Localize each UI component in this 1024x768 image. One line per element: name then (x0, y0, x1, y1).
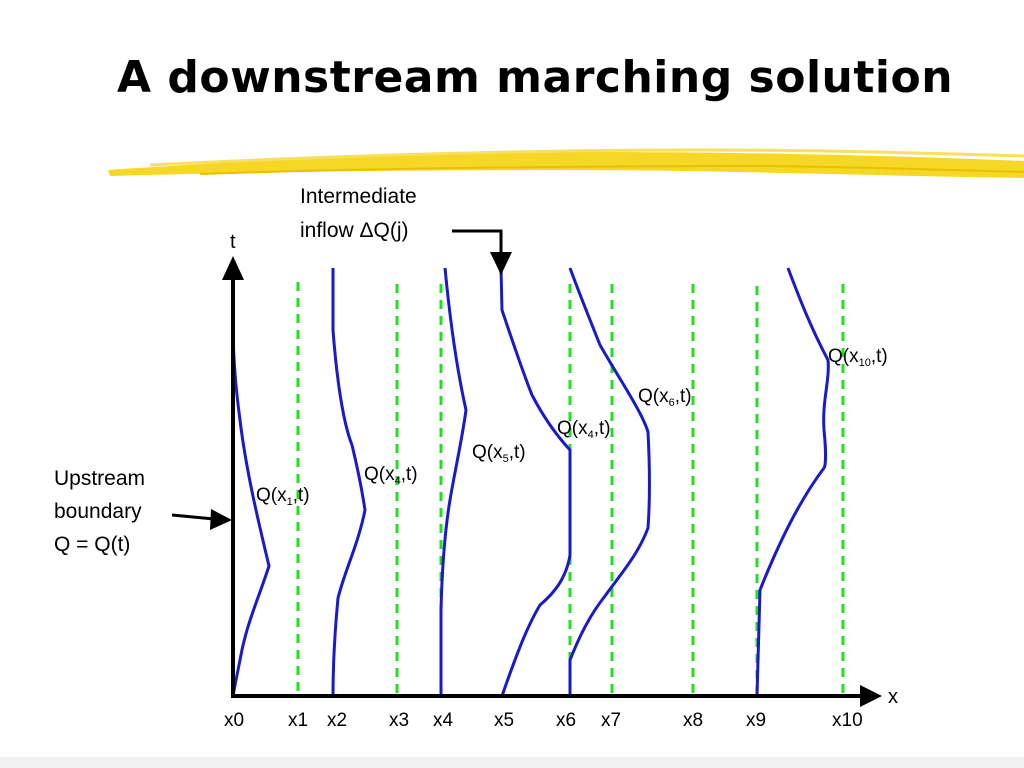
slide-title: A downstream marching solution (116, 52, 954, 103)
upstream-line3: Q = Q(t) (54, 533, 130, 556)
curve-labels: Q(x1,t) Q(x4,t) Q(x5,t) Q(x4,t) Q(x6,t) … (256, 346, 888, 508)
axes (231, 278, 862, 698)
tick-label-x0: x0 (224, 710, 244, 731)
curve-x2 (331, 268, 367, 697)
upstream-boundary-arrow (171, 513, 215, 521)
tick-label-x1: x1 (288, 710, 308, 731)
intermediate-inflow-arrowhead (490, 252, 512, 275)
footer-bar (0, 757, 1024, 768)
intermediate-inflow-line2: inflow ΔQ(j) (300, 219, 409, 242)
tick-label-x5: x5 (494, 710, 514, 731)
tick-label-x2: x2 (327, 710, 347, 731)
intermediate-inflow-line1: Intermediate (300, 185, 417, 208)
upstream-line1: Upstream (54, 467, 145, 490)
x-axis-label: x (888, 686, 898, 708)
curve-label-q-x10: Q(x10,t) (828, 346, 888, 369)
tick-label-x7: x7 (601, 710, 621, 731)
tick-label-x6: x6 (556, 710, 576, 731)
title-underline-highlight (108, 148, 1024, 178)
hydrograph-curves (231, 267, 830, 697)
curve-label-q-x4-right: Q(x4,t) (557, 418, 611, 441)
t-axis-label: t (230, 231, 236, 253)
curve-x0 (231, 324, 271, 697)
curve-x6 (568, 267, 651, 696)
x-tick-labels: x0 x1 x2 x3 x4 x5 x6 x7 x8 x9 x10 (224, 710, 863, 731)
upstream-line2: boundary (54, 500, 142, 523)
curve-x4 (439, 267, 468, 696)
t-axis-arrowhead (222, 256, 244, 280)
curve-x9 (755, 267, 830, 697)
green-gridlines (296, 282, 845, 696)
curve-label-q-x1: Q(x1,t) (256, 485, 310, 508)
intermediate-inflow-arrow (452, 229, 503, 255)
upstream-boundary-arrowhead (210, 509, 232, 530)
tick-label-x4: x4 (433, 710, 454, 731)
x-axis-arrowhead (860, 685, 882, 707)
tick-label-x8: x8 (683, 710, 703, 731)
tick-label-x10: x10 (832, 710, 863, 731)
curve-label-q-x6: Q(x6,t) (638, 386, 692, 409)
tick-label-x9: x9 (746, 710, 766, 731)
intermediate-inflow-annotation: Intermediate inflow ΔQ(j) (300, 185, 417, 242)
upstream-boundary-annotation: Upstream boundary Q = Q(t) (54, 467, 145, 556)
curve-label-q-x4-left: Q(x4,t) (364, 464, 418, 487)
tick-label-x3: x3 (389, 710, 409, 731)
curve-label-q-x5: Q(x5,t) (472, 442, 526, 465)
curve-x5 (499, 267, 572, 697)
